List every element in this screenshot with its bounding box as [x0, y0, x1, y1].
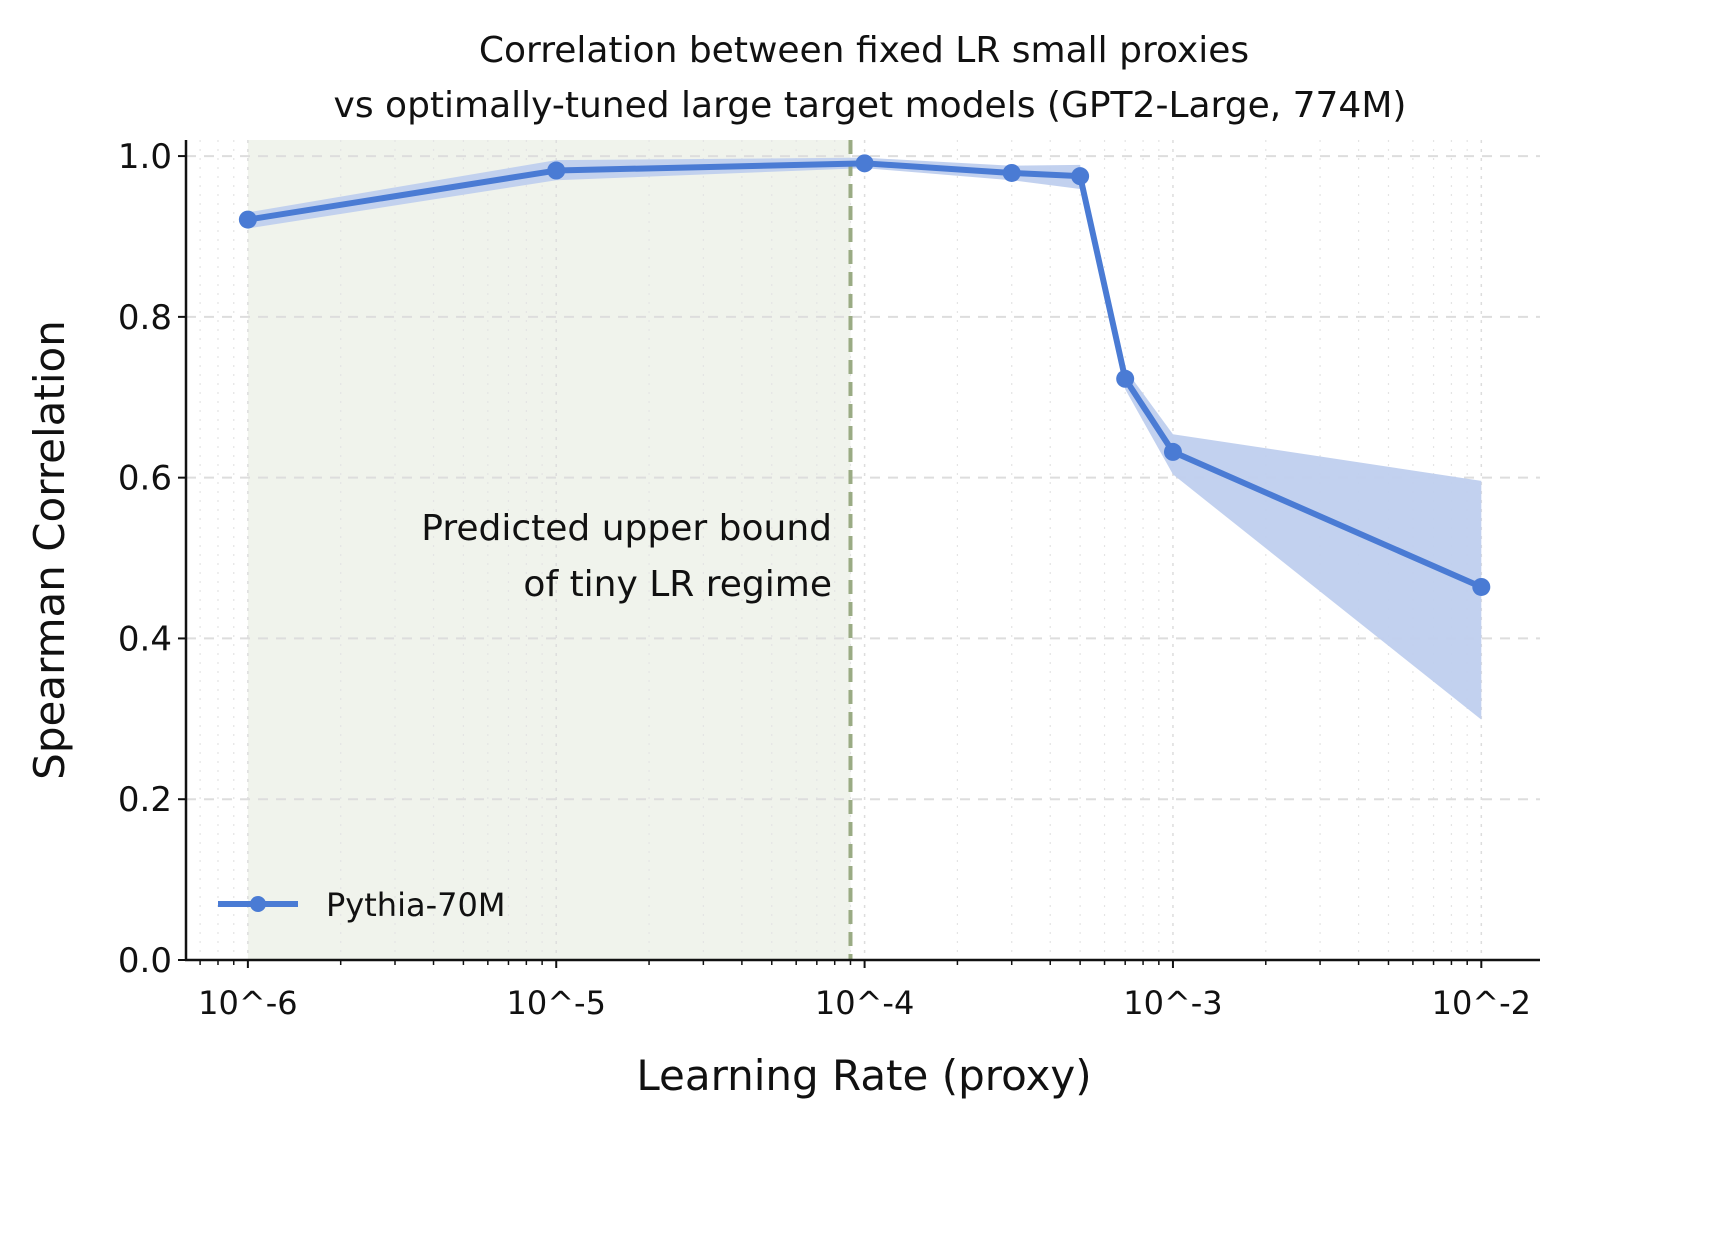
chart-title-line-1: Correlation between fixed LR small proxi…	[479, 30, 1249, 71]
series-line	[247, 160, 1483, 590]
data-point	[1163, 442, 1182, 461]
data-point	[1071, 167, 1090, 186]
annotation-line-2: of tiny LR regime	[523, 564, 832, 605]
x-tick-label: 10^-4	[815, 984, 914, 1022]
y-tick-label: 0.6	[118, 459, 172, 499]
data-point	[1472, 577, 1491, 596]
x-tick-label: 10^-3	[1123, 984, 1222, 1022]
legend-marker	[250, 896, 266, 912]
y-tick-label: 0.8	[118, 298, 172, 338]
x-tick-label: 10^-2	[1432, 984, 1531, 1022]
data-point	[547, 161, 566, 180]
y-tick-label: 0.2	[118, 780, 172, 820]
x-tick-label: 10^-6	[198, 984, 297, 1022]
y-axis-label: Spearman Correlation	[25, 320, 74, 780]
data-point	[238, 210, 257, 229]
legend: Pythia-70M	[218, 886, 505, 924]
data-point	[1002, 163, 1021, 182]
annotation-line-1: Predicted upper bound	[421, 508, 832, 549]
x-axis-label: Learning Rate (proxy)	[636, 1051, 1091, 1100]
legend-label: Pythia-70M	[326, 886, 505, 924]
x-tick-labels: 10^-6 10^-5 10^-4 10^-3 10^-2	[198, 984, 1531, 1022]
shaded-region	[247, 140, 851, 960]
chart-title-line-2: vs optimally-tuned large target models (…	[334, 85, 1407, 126]
y-tick-label: 1.0	[118, 137, 172, 177]
x-tick-label: 10^-5	[507, 984, 606, 1022]
data-point	[1116, 369, 1135, 388]
y-tick-label: 0.0	[118, 941, 172, 981]
y-tick-label: 0.4	[118, 619, 172, 659]
data-point	[855, 154, 874, 173]
plot-area: 0.0 0.2 0.4 0.6 0.8 1.0	[118, 137, 1540, 981]
